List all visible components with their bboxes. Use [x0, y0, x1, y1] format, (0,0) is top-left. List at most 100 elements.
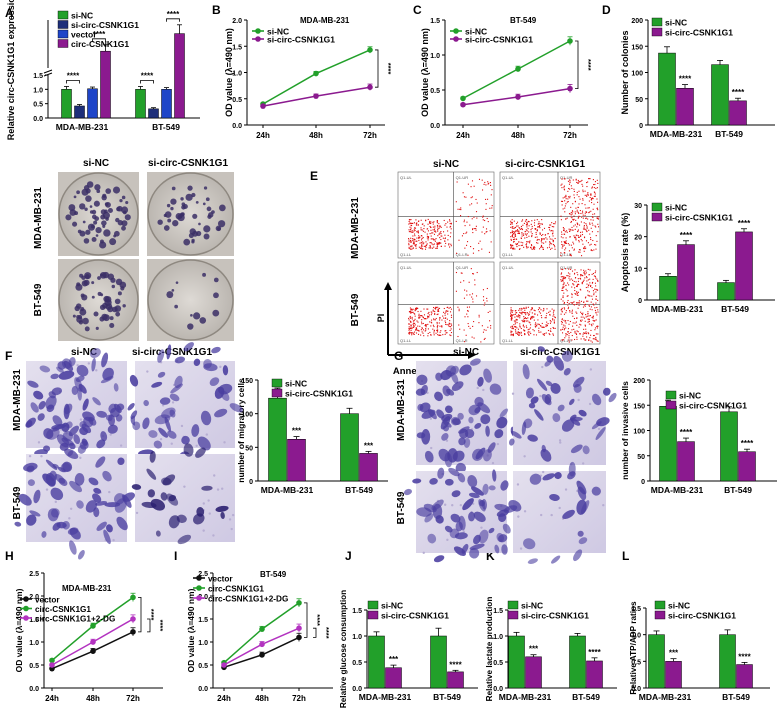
stained-cell	[41, 531, 47, 538]
event-dot	[541, 229, 544, 231]
event-dot	[550, 230, 552, 232]
membrane-pore	[171, 401, 175, 404]
stained-cell	[522, 363, 530, 380]
event-dot	[478, 178, 481, 180]
quadrant-label: Q1-UR	[456, 265, 469, 270]
event-dot	[571, 309, 573, 311]
event-dot	[414, 229, 416, 231]
bar-a-mdamb231-s1	[74, 105, 85, 119]
event-dot	[439, 331, 441, 333]
event-dot	[584, 194, 586, 196]
membrane-pore	[491, 461, 495, 465]
event-dot	[526, 224, 528, 226]
event-dot	[574, 330, 576, 332]
event-dot	[585, 314, 587, 316]
event-dot	[409, 219, 411, 221]
event-dot	[560, 255, 562, 257]
event-dot	[541, 239, 543, 241]
stained-cell	[534, 409, 544, 421]
stained-cell	[595, 427, 606, 440]
event-dot	[429, 221, 431, 223]
quadrant-label: Q1-LL	[400, 252, 412, 257]
event-dot	[531, 220, 533, 222]
event-dot	[578, 249, 580, 251]
stained-cell	[209, 377, 220, 387]
event-dot	[437, 229, 439, 231]
event-dot	[594, 213, 596, 215]
event-dot	[580, 235, 582, 237]
event-dot	[483, 338, 485, 340]
event-dot	[592, 319, 594, 321]
colony-image-bt-sinc	[58, 259, 139, 341]
y-tick-label: 0.0	[430, 123, 440, 130]
event-dot	[408, 231, 410, 233]
event-dot	[574, 332, 576, 334]
event-dot	[520, 237, 522, 239]
event-dot	[427, 230, 429, 232]
event-dot	[590, 329, 592, 332]
y-axis-label: Apoptosis rate (%)	[620, 213, 630, 293]
event-dot	[597, 279, 599, 282]
event-dot	[420, 329, 422, 331]
significance-bracket	[140, 80, 154, 84]
event-dot	[455, 290, 457, 292]
event-dot	[592, 323, 594, 325]
event-dot	[475, 229, 477, 231]
event-dot	[571, 312, 573, 314]
x-tick-label: 24h	[45, 694, 59, 703]
event-dot	[439, 316, 441, 319]
migration-image-mda-sinc	[25, 348, 139, 456]
event-dot	[427, 328, 429, 330]
event-dot	[579, 323, 581, 325]
event-dot	[592, 197, 594, 199]
event-dot	[537, 309, 540, 311]
event-dot	[584, 297, 587, 299]
event-dot	[570, 185, 572, 187]
panel-letter-i: I	[174, 549, 177, 563]
event-dot	[531, 317, 533, 319]
stained-cell	[62, 461, 73, 472]
event-dot	[408, 239, 410, 241]
membrane-pore	[180, 424, 184, 428]
y-axis-label: OD value (λ=490 nm)	[224, 28, 234, 117]
event-dot	[417, 329, 419, 331]
event-dot	[585, 207, 587, 209]
event-dot	[410, 245, 412, 248]
membrane-pore	[541, 470, 545, 474]
event-dot	[568, 277, 570, 279]
event-dot	[584, 277, 586, 279]
colony	[185, 193, 193, 201]
colony	[174, 304, 178, 309]
membrane-pore	[516, 483, 520, 486]
stained-cell	[502, 523, 511, 534]
event-dot	[549, 224, 551, 226]
stained-cell	[196, 507, 205, 517]
y-tick-label: 0.0	[198, 686, 208, 693]
event-dot	[553, 223, 555, 225]
membrane-pore	[212, 534, 215, 537]
event-dot	[589, 308, 591, 310]
event-dot	[582, 335, 584, 337]
event-dot	[586, 227, 588, 229]
y-axis-label: number of invasive cells	[620, 381, 630, 480]
event-dot	[568, 341, 570, 343]
event-dot	[523, 321, 526, 323]
stained-cell	[403, 488, 412, 496]
event-dot	[433, 319, 435, 321]
stained-cell	[562, 509, 575, 520]
event-dot	[534, 247, 536, 249]
event-dot	[411, 316, 413, 318]
event-dot	[434, 313, 436, 315]
event-dot	[583, 225, 585, 227]
event-dot	[518, 308, 521, 310]
event-dot	[560, 313, 562, 315]
legend-swatch	[57, 20, 69, 29]
event-dot	[549, 334, 551, 336]
event-dot	[553, 327, 555, 329]
stained-cell	[450, 416, 460, 426]
event-dot	[421, 245, 423, 247]
stained-cell	[52, 463, 59, 469]
event-dot	[441, 319, 443, 321]
significance-label: ****	[584, 59, 593, 71]
